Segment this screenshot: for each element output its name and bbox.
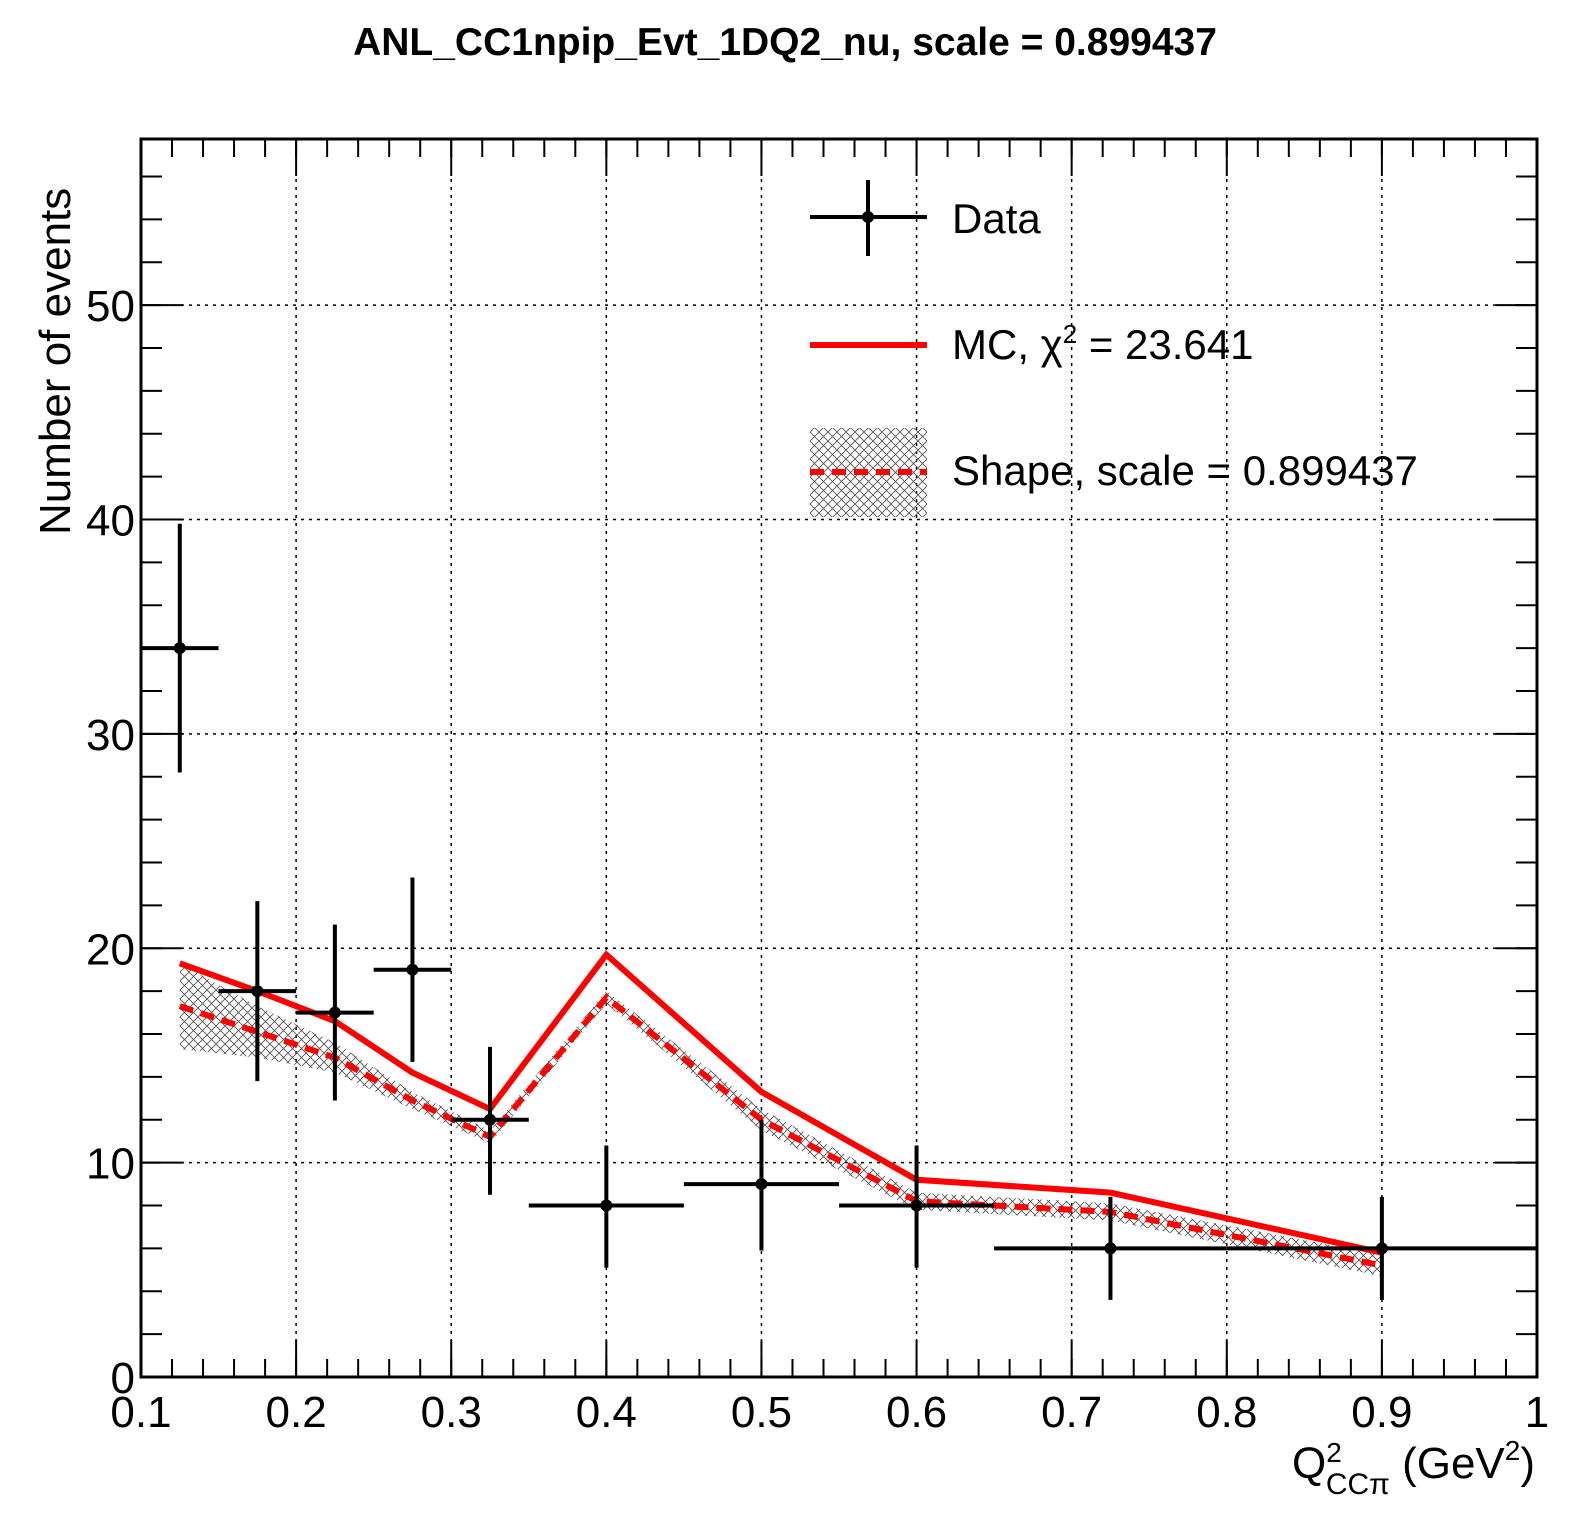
y-tick-label: 30 xyxy=(86,711,135,760)
legend-data-label: Data xyxy=(952,195,1041,242)
x-tick-label: 0.7 xyxy=(1041,1388,1102,1437)
legend-shape-entry: Shape, scale = 0.899437 xyxy=(810,428,1418,517)
x-tick-label: 0.9 xyxy=(1351,1388,1412,1437)
mc-lines xyxy=(178,950,1383,1269)
y-axis-label: Number of events xyxy=(31,188,80,535)
x-tick-label: 1 xyxy=(1525,1388,1549,1437)
data-point xyxy=(296,924,374,1101)
data-point xyxy=(683,1119,839,1251)
data-marker xyxy=(1104,1242,1117,1255)
mc-line xyxy=(178,950,1383,1256)
data-point xyxy=(839,1145,995,1268)
y-tick-label: 40 xyxy=(86,497,135,546)
plot-frame xyxy=(139,137,1539,1379)
legend-shape-label: Shape, scale = 0.899437 xyxy=(952,447,1418,494)
data-marker xyxy=(251,985,264,998)
data-marker xyxy=(484,1113,496,1126)
legend-data-marker xyxy=(862,211,874,223)
data-marker xyxy=(406,963,419,976)
x-tick-label: 0.6 xyxy=(886,1388,947,1437)
data-point xyxy=(451,1046,529,1195)
chart-title: ANL_CC1npip_Evt_1DQ2_nu, scale = 0.89943… xyxy=(353,21,1217,64)
grid xyxy=(141,139,1537,1377)
data-point xyxy=(218,901,297,1082)
x-tick-label: 0.2 xyxy=(266,1388,327,1437)
shape-band xyxy=(179,963,1382,1277)
y-tick-label: 0 xyxy=(111,1354,135,1403)
legend-mc-label: MC, χ2 = 23.641 xyxy=(952,319,1254,368)
y-tick-label: 50 xyxy=(86,282,135,331)
data-point xyxy=(373,877,452,1062)
shape-uncertainty-band xyxy=(179,963,1382,1277)
x-axis-label: Q2 CCπ (GeV2) xyxy=(1292,1435,1535,1501)
x-tick-label: 0.8 xyxy=(1196,1388,1257,1437)
x-tick-label: 0.4 xyxy=(576,1388,637,1437)
data-point xyxy=(994,1196,1227,1300)
data-marker xyxy=(173,642,186,655)
y-tick-label: 20 xyxy=(86,925,135,974)
data-point xyxy=(528,1145,684,1268)
data-marker xyxy=(910,1199,923,1212)
axis-ticks xyxy=(140,139,1538,1378)
shape-line xyxy=(178,993,1383,1269)
data-marker xyxy=(1375,1242,1388,1255)
data-marker xyxy=(328,1006,341,1019)
data-marker xyxy=(755,1178,768,1191)
data-points xyxy=(141,523,1537,1300)
legend: Data MC, χ2 = 23.641 Shape, scale = 0.89… xyxy=(810,180,1418,517)
legend-data-entry: Data xyxy=(810,180,1041,256)
x-tick-label: 0.3 xyxy=(421,1388,482,1437)
data-point xyxy=(1226,1196,1537,1300)
y-tick-label: 10 xyxy=(86,1140,135,1189)
legend-mc-entry: MC, χ2 = 23.641 xyxy=(810,319,1254,368)
x-tick-label: 0.1 xyxy=(110,1388,171,1437)
x-tick-label: 0.5 xyxy=(731,1388,792,1437)
data-marker xyxy=(600,1199,613,1212)
